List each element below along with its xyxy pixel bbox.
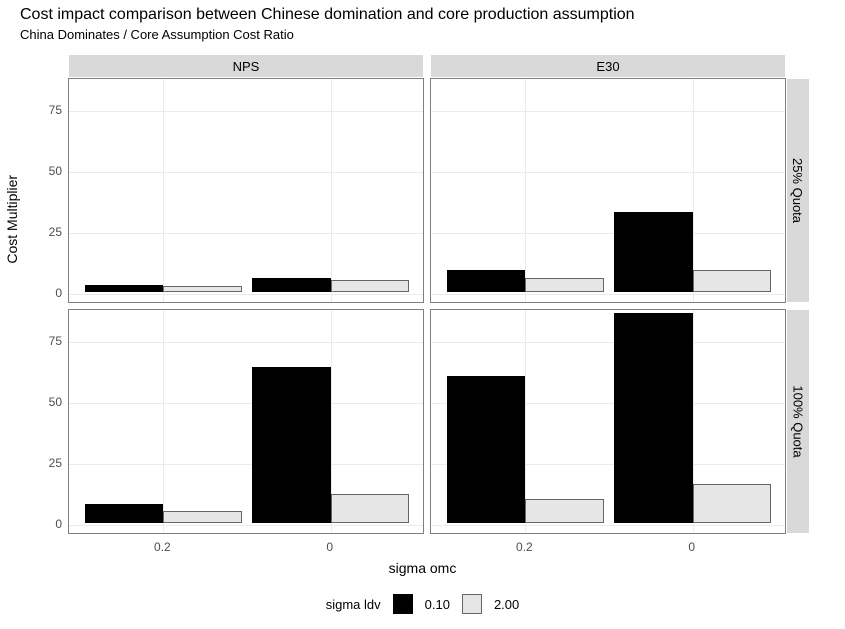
- y-axis-label: Cost Multiplier: [4, 175, 20, 264]
- facet-panel: [430, 78, 786, 303]
- bar-dark: [614, 212, 692, 293]
- bar-light: [693, 270, 771, 292]
- facet-panel: [430, 309, 786, 534]
- gridline-v: [163, 79, 164, 302]
- facet-row-strip: 25% Quota: [786, 78, 810, 303]
- facet-row-strip: 100% Quota: [786, 309, 810, 534]
- bar-dark: [447, 376, 525, 523]
- y-tick-label: 75: [49, 103, 62, 117]
- gridline-h: [69, 403, 423, 404]
- bar-dark: [85, 285, 163, 292]
- gridline-h: [431, 342, 785, 343]
- gridline-h: [69, 464, 423, 465]
- x-tick-label: 0: [688, 540, 695, 554]
- gridline-h: [69, 342, 423, 343]
- facet-panel: [68, 78, 424, 303]
- gridline-v: [331, 79, 332, 302]
- y-tick-label: 25: [49, 225, 62, 239]
- legend-key-dark: [393, 594, 413, 614]
- x-tick-label: 0.2: [154, 540, 171, 554]
- bar-light: [163, 286, 241, 292]
- bar-light: [331, 280, 409, 292]
- gridline-h: [431, 525, 785, 526]
- gridline-h: [69, 172, 423, 173]
- facet-col-strip: NPS: [68, 54, 424, 78]
- gridline-h: [69, 294, 423, 295]
- y-tick-label: 0: [55, 517, 62, 531]
- gridline-v: [693, 79, 694, 302]
- y-tick-label: 25: [49, 456, 62, 470]
- gridline-h: [431, 172, 785, 173]
- x-tick-label: 0: [326, 540, 333, 554]
- bar-dark: [614, 313, 692, 523]
- facet-panel: [68, 309, 424, 534]
- legend-key-light: [462, 594, 482, 614]
- y-tick-label: 50: [49, 164, 62, 178]
- gridline-h: [431, 233, 785, 234]
- bar-dark: [85, 504, 163, 524]
- chart-subtitle: China Dominates / Core Assumption Cost R…: [20, 27, 294, 42]
- legend-title: sigma ldv: [326, 597, 381, 612]
- bar-light: [693, 484, 771, 523]
- y-tick-label: 50: [49, 395, 62, 409]
- legend-label: 2.00: [494, 597, 519, 612]
- bar-light: [163, 511, 241, 523]
- facet-grid: NPSE3025% Quota 100% Quota: [68, 54, 810, 534]
- gridline-h: [431, 294, 785, 295]
- x-tick-label: 0.2: [516, 540, 533, 554]
- y-tick-label: 0: [55, 286, 62, 300]
- gridline-v: [525, 79, 526, 302]
- gridline-h: [69, 525, 423, 526]
- chart-title: Cost impact comparison between Chinese d…: [20, 6, 635, 24]
- bar-light: [331, 494, 409, 523]
- gridline-h: [69, 111, 423, 112]
- bar-dark: [252, 278, 330, 293]
- x-axis-label: sigma omc: [0, 560, 845, 576]
- facet-col-strip: E30: [430, 54, 786, 78]
- legend-label: 0.10: [425, 597, 450, 612]
- gridline-v: [163, 310, 164, 533]
- legend: sigma ldv 0.10 2.00: [0, 594, 845, 614]
- y-tick-label: 75: [49, 334, 62, 348]
- bar-light: [525, 499, 603, 523]
- bar-dark: [252, 367, 330, 524]
- bar-light: [525, 278, 603, 293]
- gridline-h: [431, 111, 785, 112]
- bar-dark: [447, 270, 525, 292]
- gridline-h: [69, 233, 423, 234]
